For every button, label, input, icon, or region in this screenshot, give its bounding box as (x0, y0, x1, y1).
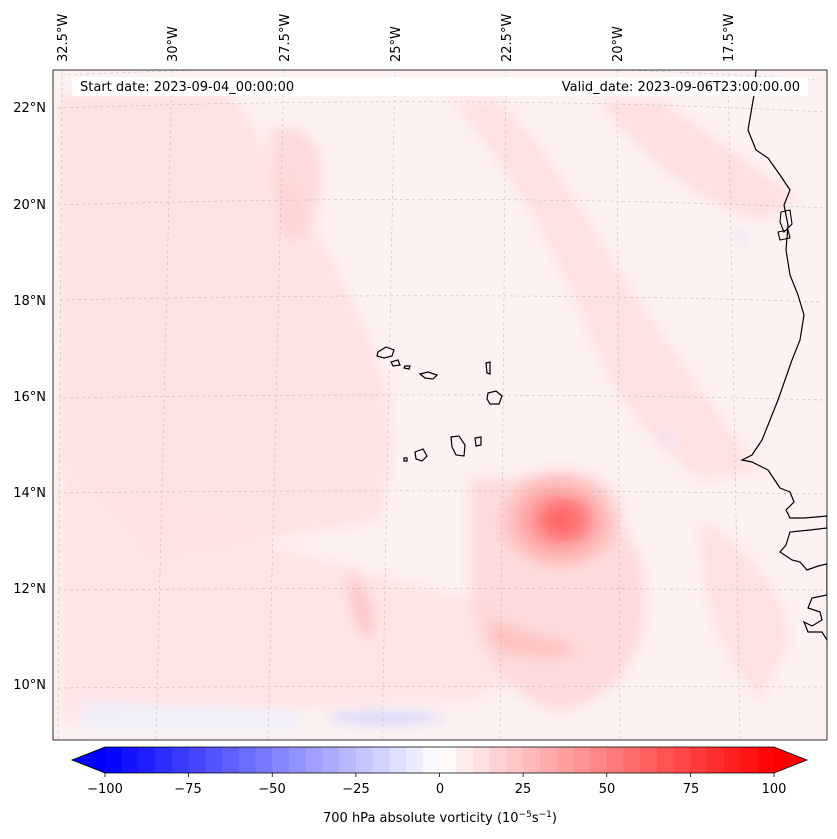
lat-label: 14°N (13, 486, 46, 501)
colorbar-tick-label: −75 (174, 782, 201, 797)
colorbar-segment (188, 747, 206, 773)
lon-label: 20°W (611, 26, 626, 62)
lon-label: 27.5°W (278, 14, 293, 62)
colorbar-segment (506, 747, 524, 773)
map-frame (52, 69, 828, 741)
colorbar-extend-max (774, 747, 807, 773)
colorbar-segment (723, 747, 742, 773)
colorbar-segment (673, 747, 691, 773)
lat-label: 18°N (13, 294, 46, 309)
colorbar-segment (222, 747, 240, 773)
colorbar-segment (121, 747, 140, 773)
lon-label: 17.5°W (722, 14, 737, 62)
lon-label: 22.5°W (500, 14, 515, 62)
colorbar-tick-label: 25 (515, 782, 532, 797)
colorbar-tick-label: 100 (762, 782, 787, 797)
colorbar-segment (171, 747, 190, 773)
colorbar-segment (155, 747, 173, 773)
colorbar-segment (439, 747, 457, 773)
colorbar-segment (573, 747, 591, 773)
colorbar-segment (590, 747, 608, 773)
colorbar-segment (339, 747, 357, 773)
colorbar-tick-label: −50 (258, 782, 285, 797)
colorbar-segment (523, 747, 541, 773)
colorbar-tick-label: 0 (436, 782, 444, 797)
colorbar-segment (456, 747, 474, 773)
colorbar-segment (389, 747, 407, 773)
lat-label: 20°N (13, 198, 46, 213)
colorbar-segment (690, 747, 708, 773)
lat-label: 12°N (13, 582, 46, 597)
colorbar-segment (238, 747, 257, 773)
colorbar-tick-label: −25 (342, 782, 369, 797)
longitude-labels: 32.5°W 30°W 27.5°W 25°W 22.5°W 20°W 17.5… (56, 14, 737, 62)
latitude-labels: 22°N 20°N 18°N 16°N 14°N 12°N 10°N (13, 101, 46, 693)
colorbar-segment (305, 747, 324, 773)
colorbar-tick-label: −100 (87, 782, 123, 797)
colorbar-segment (556, 747, 574, 773)
colorbar-segment (138, 747, 156, 773)
colorbar-tick-label: 75 (683, 782, 700, 797)
colorbar-segment (640, 747, 658, 773)
lat-label: 10°N (13, 678, 46, 693)
colorbar-segment (288, 747, 307, 773)
colorbar-segment (422, 747, 441, 773)
colorbar-segment (355, 747, 374, 773)
colorbar-segment (205, 747, 223, 773)
colorbar-segment (406, 747, 424, 773)
valid-date-label: Valid_date: 2023-09-06T23:00:00.00 (562, 80, 800, 95)
africa-coastline (740, 70, 827, 641)
start-date-label: Start date: 2023-09-04_00:00:00 (80, 80, 294, 95)
colorbar-segment (539, 747, 558, 773)
map-panel (53, 70, 827, 740)
colorbar-segment (606, 747, 625, 773)
colorbar-segment (255, 747, 273, 773)
colorbar-segment (322, 747, 340, 773)
colorbar-extend-min (72, 747, 105, 773)
colorbar-segment (272, 747, 290, 773)
colorbar-tick-label: 50 (599, 782, 616, 797)
colorbar-segment (472, 747, 491, 773)
lon-label: 32.5°W (56, 14, 71, 62)
lon-label: 25°W (389, 26, 404, 62)
colorbar-segment (740, 747, 758, 773)
colorbar-segment (623, 747, 641, 773)
colorbar-segment (656, 747, 675, 773)
colorbar (70, 746, 809, 777)
colorbar-segment (105, 747, 123, 773)
colorbar-segment (372, 747, 390, 773)
colorbar-ticks: −100 −75 −50 −25 0 25 50 75 100 (87, 782, 786, 797)
graticule (57, 70, 826, 740)
colorbar-segment (757, 747, 775, 773)
colorbar-segment (489, 747, 508, 773)
colorbar-segment (707, 747, 725, 773)
lat-label: 22°N (13, 101, 46, 116)
date-label-box (72, 77, 808, 96)
lat-label: 16°N (13, 390, 46, 405)
colorbar-label: 700 hPa absolute vorticity (10−5s−1) (323, 810, 557, 826)
cabo-verde-islands (376, 346, 503, 462)
lon-label: 30°W (166, 26, 181, 62)
